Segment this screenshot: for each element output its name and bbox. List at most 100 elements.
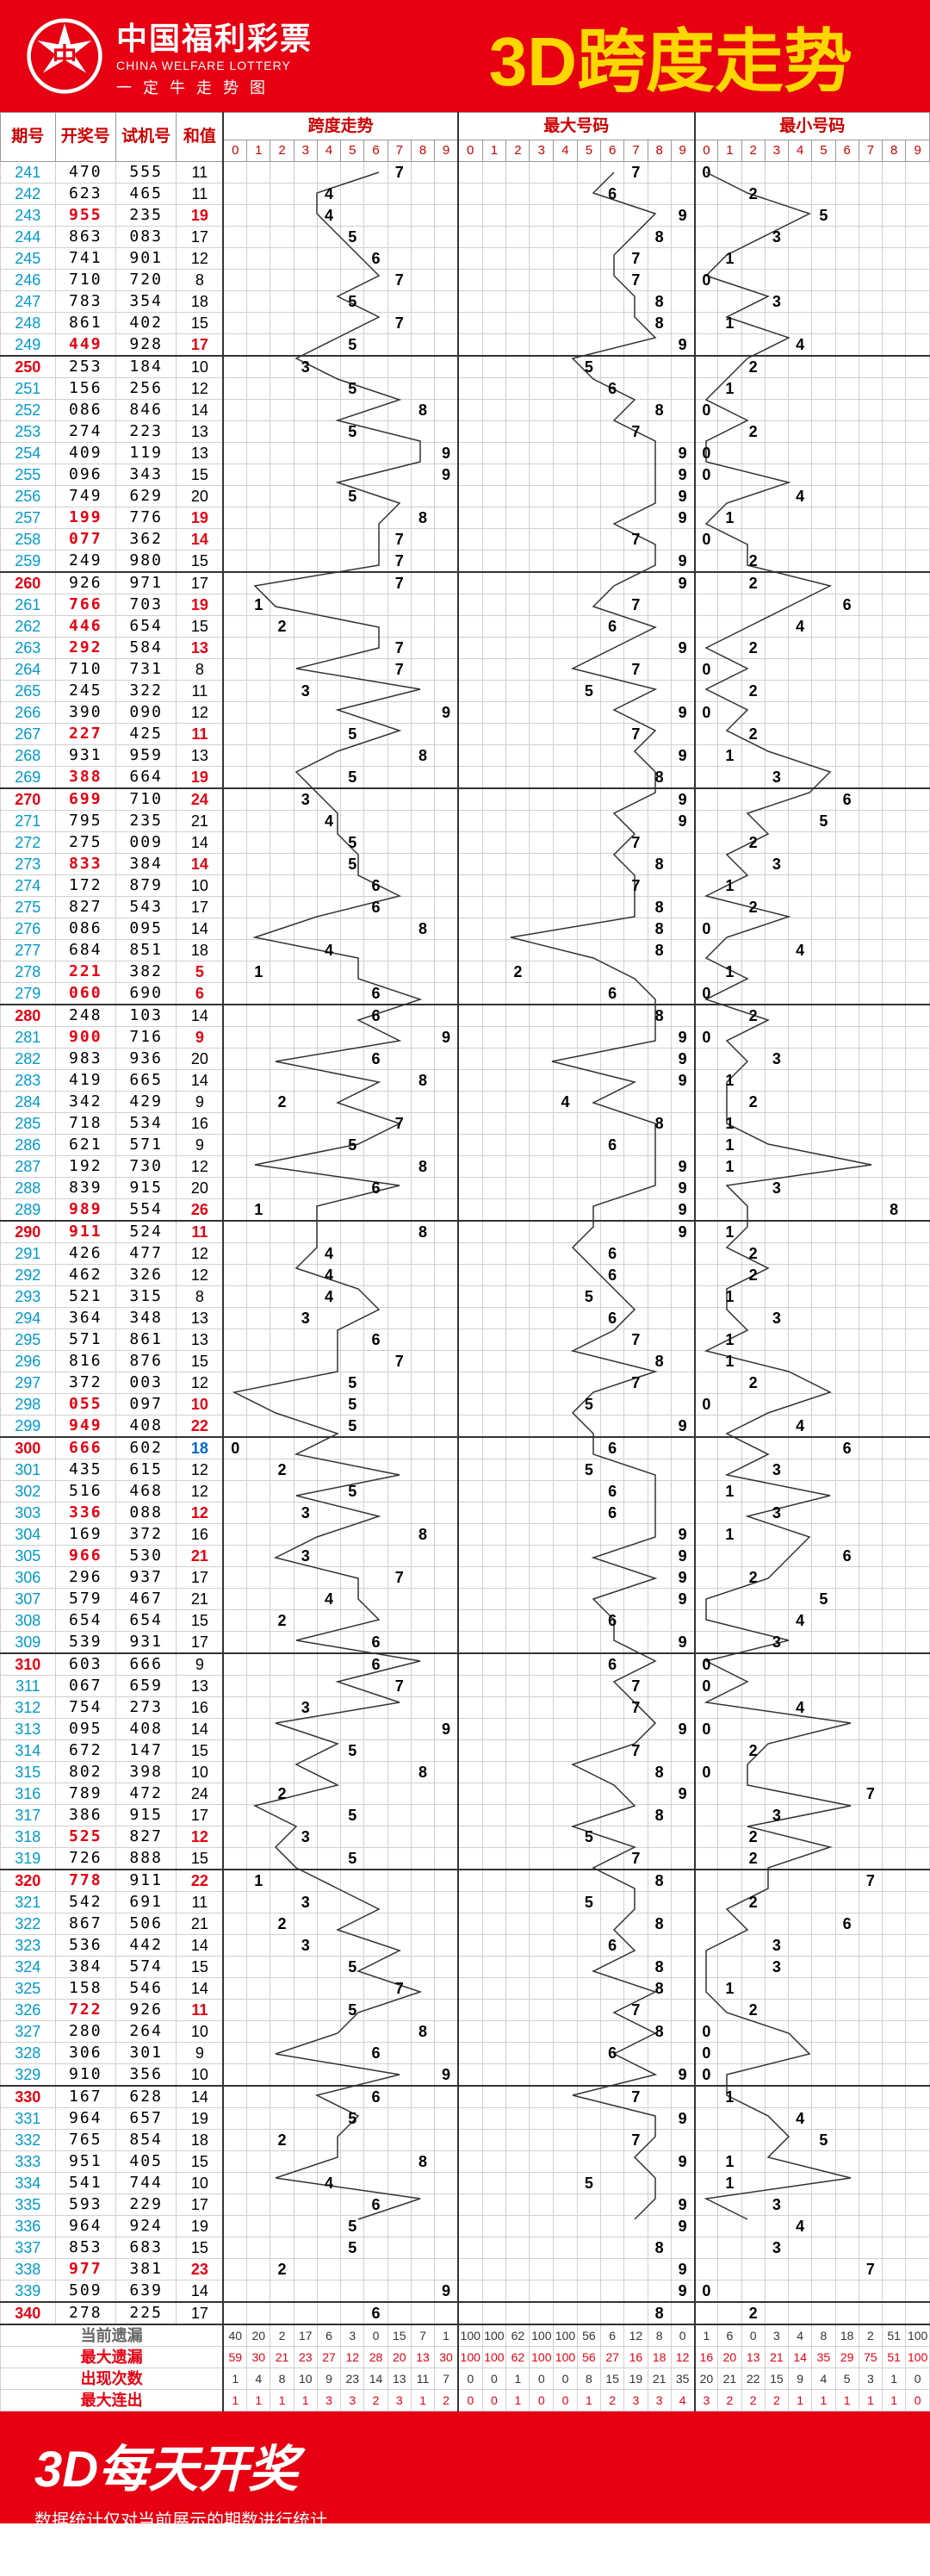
digit-cell (789, 227, 812, 248)
digit-cell (482, 1481, 506, 1503)
digit-cell: 6 (364, 1653, 388, 1676)
digit-cell (695, 1503, 718, 1524)
digit-cell (835, 356, 859, 378)
digit-cell: 2 (506, 961, 530, 983)
digit-cell (482, 421, 506, 443)
footer-title: 3D每天开奖 (34, 2429, 896, 2501)
digit-cell (458, 1135, 482, 1156)
digit-cell (341, 745, 364, 767)
digit-cell (270, 983, 294, 1005)
digit-cell (435, 1372, 458, 1394)
digit-cell (270, 1848, 294, 1870)
digit-cell (317, 486, 340, 507)
digit-cell (695, 1935, 718, 1957)
stat-cell: 15 (388, 2324, 411, 2347)
sum-cell: 17 (177, 334, 224, 357)
period-cell: 340 (1, 2302, 56, 2324)
digit-cell (718, 983, 741, 1005)
digit-cell (317, 724, 340, 745)
digit-cell (411, 1826, 434, 1848)
digit-cell (458, 529, 482, 551)
period-cell: 256 (1, 486, 56, 507)
digit-cell (648, 2064, 671, 2087)
draw-cell: 666 (55, 1437, 115, 1459)
digit-cell (270, 897, 294, 918)
digit-cell (671, 1265, 694, 1286)
digit-cell (223, 1070, 246, 1092)
digit-cell (577, 507, 600, 529)
digit-cell (317, 1719, 340, 1740)
digit-cell (718, 2043, 741, 2064)
digit-cell (554, 918, 578, 940)
digit-cell (835, 2237, 859, 2259)
digit-cell (270, 1935, 294, 1957)
digit-cell: 1 (247, 1870, 270, 1892)
digit-cell (482, 1978, 506, 2000)
digit-cell (482, 594, 506, 616)
digit-cell (223, 421, 246, 443)
digit-cell (789, 659, 812, 681)
digit-cell (671, 184, 694, 205)
digit-cell (482, 1632, 506, 1654)
digit-cell (695, 638, 718, 659)
digit-cell (906, 378, 930, 400)
digit-cell (648, 1329, 671, 1351)
period-cell: 285 (1, 1113, 56, 1135)
digit-cell (577, 1437, 600, 1459)
digit-cell (812, 529, 835, 551)
digit-cell (388, 1308, 411, 1329)
digit-cell (388, 2086, 411, 2108)
draw-cell: 525 (55, 1826, 115, 1848)
digit-cell: 1 (718, 745, 741, 767)
digit-cell (341, 1783, 364, 1805)
digit-cell: 0 (695, 2064, 718, 2087)
digit-cell (718, 227, 741, 248)
digit-cell (458, 2302, 482, 2324)
digit-cell (223, 1416, 246, 1438)
table-row: 29805509710550 (1, 1394, 930, 1416)
digit-cell (506, 1848, 530, 1870)
digit-cell (789, 918, 812, 940)
digit-cell (530, 1632, 554, 1654)
sum-cell: 17 (177, 572, 224, 594)
digit-cell (530, 421, 554, 443)
sum-cell: 14 (177, 1978, 224, 2000)
digit-cell (364, 724, 388, 745)
digit-cell (506, 875, 530, 897)
digit-cell (364, 486, 388, 507)
digit-cell (482, 875, 506, 897)
digit-cell: 6 (364, 2302, 388, 2324)
digit-cell (435, 2237, 458, 2259)
digit-cell (506, 2302, 530, 2324)
digit-cell (294, 464, 317, 486)
digit-cell (341, 1070, 364, 1092)
digit-cell (741, 1394, 765, 1416)
digit-cell (458, 1437, 482, 1459)
digit-cell (812, 2302, 835, 2324)
table-row: 27768485118484 (1, 940, 930, 961)
digit-cell (341, 1437, 364, 1459)
digit-cell (411, 940, 434, 961)
digit-cell (506, 1826, 530, 1848)
period-cell: 252 (1, 400, 56, 421)
digit-cell (458, 1546, 482, 1567)
digit-cell (223, 2151, 246, 2173)
digit-cell: 3 (294, 1826, 317, 1848)
digit-cell (506, 443, 530, 464)
digit-cell (506, 1740, 530, 1762)
digit-cell (435, 2043, 458, 2064)
digit-cell: 7 (388, 572, 411, 594)
digit-cell (411, 1546, 434, 1567)
digit-cell (835, 1416, 859, 1438)
digit-cell (812, 2280, 835, 2303)
digit-cell (341, 551, 364, 573)
digit-cell (554, 378, 578, 400)
digit-cell (364, 1437, 388, 1459)
digit-cell (270, 940, 294, 961)
digit-cell (812, 2021, 835, 2043)
digit-cell (671, 1653, 694, 1676)
digit-cell (388, 2173, 411, 2194)
test-cell: 928 (115, 334, 176, 357)
digit-cell (789, 1092, 812, 1113)
period-cell: 297 (1, 1372, 56, 1394)
